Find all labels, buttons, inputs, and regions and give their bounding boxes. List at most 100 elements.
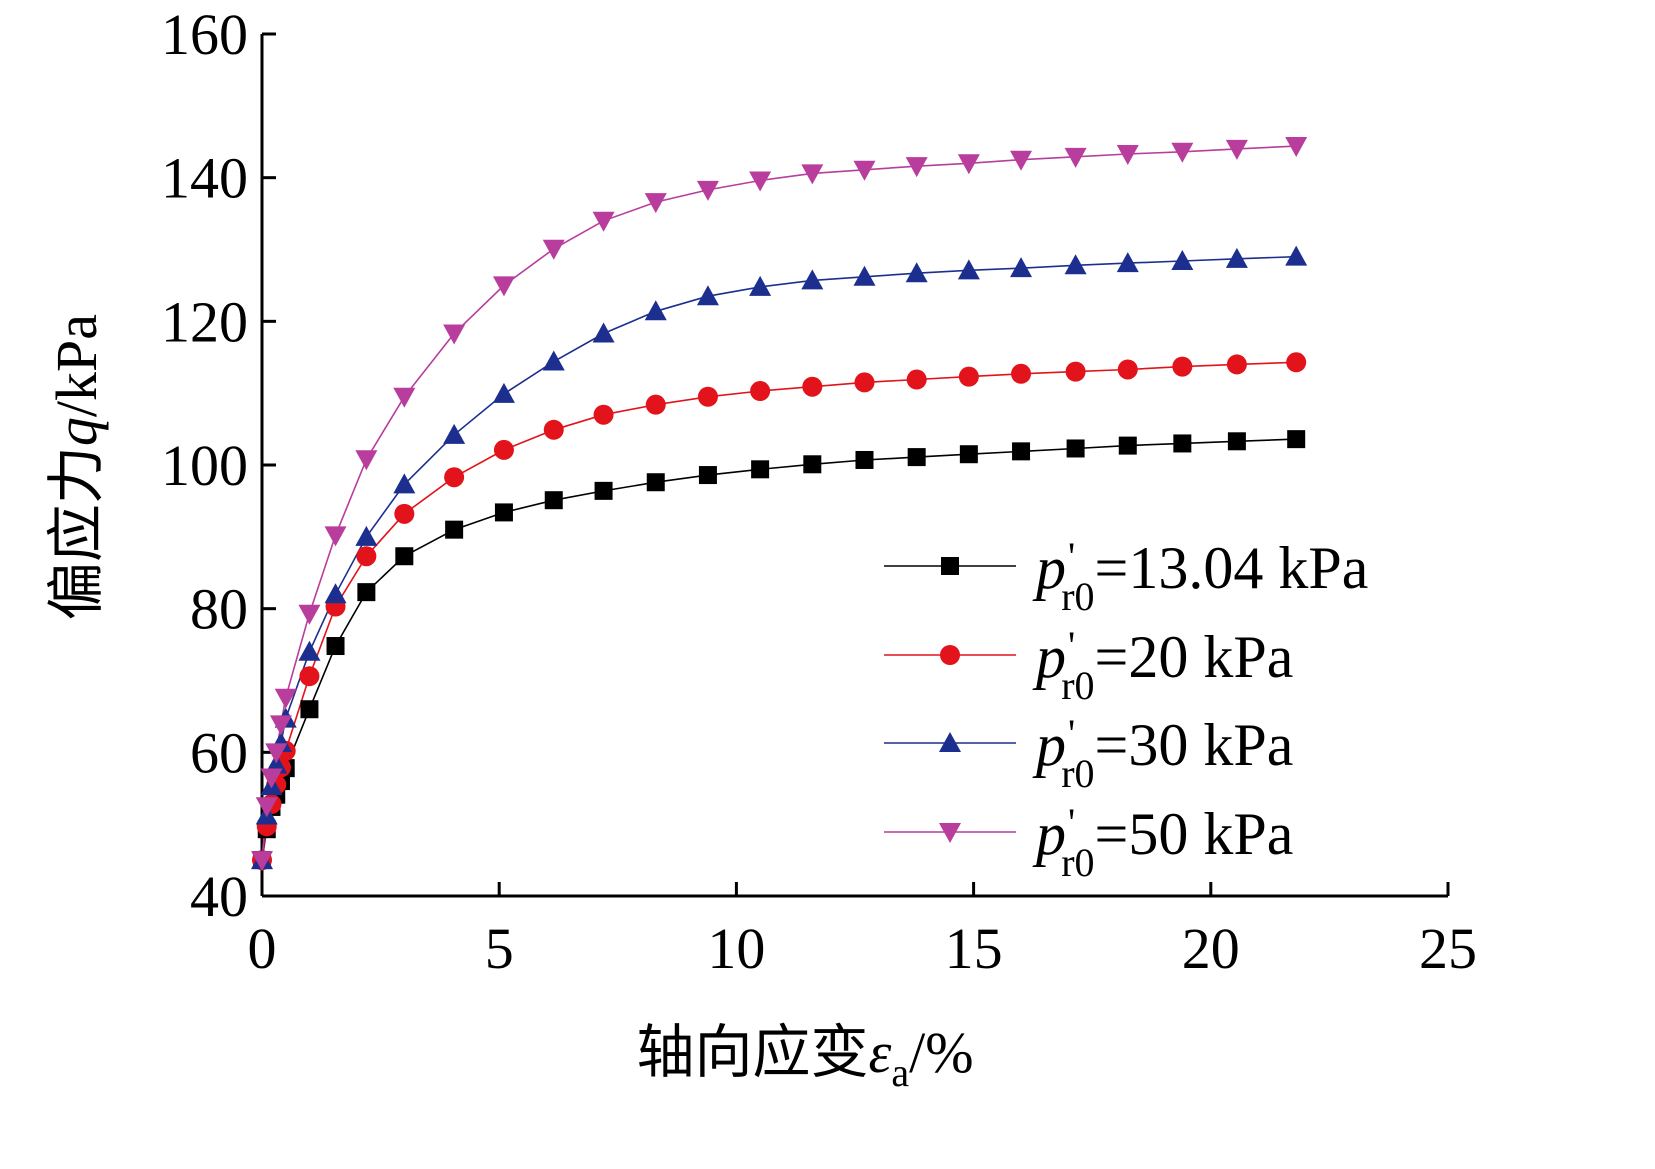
y-tick-label: 160: [161, 2, 248, 67]
data-point: [1172, 356, 1193, 377]
data-point: [298, 640, 321, 661]
data-point: [444, 467, 465, 488]
data-point: [592, 322, 615, 343]
data-point: [907, 448, 926, 467]
data-point: [802, 376, 823, 397]
data-point: [698, 466, 717, 485]
data-point: [749, 275, 772, 296]
data-point: [1285, 137, 1308, 158]
x-axis-title: 轴向应变εa/%: [636, 1018, 973, 1095]
legend-symbol: p: [1032, 535, 1066, 601]
data-point: [854, 372, 875, 393]
data-point: [492, 276, 515, 297]
legend-value: =30 kPa: [1095, 712, 1294, 778]
data-point: [644, 193, 667, 214]
x-tick-label: 25: [1419, 916, 1477, 981]
data-point: [1226, 354, 1247, 375]
legend-label: p' r0=13.04 kPa: [1032, 534, 1368, 619]
data-point: [696, 180, 719, 201]
legend-label: p' r0=20 kPa: [1032, 623, 1293, 708]
data-point: [443, 324, 466, 345]
legend-marker: [940, 645, 960, 665]
x-axis-title-suffix: /%: [909, 1020, 973, 1085]
y-tick-label: 60: [190, 720, 248, 785]
data-point: [1065, 361, 1086, 382]
data-point: [355, 450, 378, 471]
data-point: [749, 171, 772, 192]
data-point: [1287, 430, 1306, 449]
data-point: [1012, 442, 1031, 461]
data-point: [1066, 439, 1085, 458]
legend-subscript: r0: [1061, 840, 1094, 885]
data-point: [1064, 147, 1087, 168]
legend-symbol: p: [1032, 624, 1066, 690]
y-tick-label: 40: [190, 864, 248, 929]
legend-prime: ': [1068, 800, 1075, 845]
legend-value: =13.04 kPa: [1095, 535, 1369, 601]
data-point: [1116, 252, 1139, 273]
data-point: [544, 491, 563, 510]
y-axis-title-symbol: q: [44, 417, 109, 446]
legend-prime: ': [1068, 623, 1075, 668]
data-point: [1010, 150, 1033, 171]
data-point: [324, 583, 347, 604]
data-point: [1010, 257, 1033, 278]
legend-subscript: r0: [1061, 663, 1094, 708]
data-point: [493, 439, 514, 460]
data-point: [1173, 434, 1192, 453]
legend-entry-1: p' r0=13.04 kPa: [884, 534, 1368, 619]
data-point: [356, 546, 377, 567]
x-tick-label: 0: [248, 916, 277, 981]
data-point: [959, 445, 978, 464]
data-point: [355, 525, 378, 546]
legend-marker: [939, 732, 961, 752]
data-point: [1285, 245, 1308, 266]
data-point: [1225, 139, 1248, 160]
y-axis-title-suffix: /kPa: [44, 314, 109, 417]
data-point: [646, 473, 665, 492]
y-tick-label: 120: [161, 289, 248, 354]
y-tick-label: 80: [190, 577, 248, 642]
data-point: [543, 419, 564, 440]
data-point: [492, 382, 515, 403]
data-point: [696, 285, 719, 306]
data-point: [957, 154, 980, 175]
data-point: [260, 768, 283, 789]
data-point: [357, 583, 376, 602]
data-point: [393, 473, 416, 494]
data-point: [1116, 144, 1139, 165]
data-point: [853, 265, 876, 286]
data-point: [1171, 142, 1194, 163]
data-point: [697, 386, 718, 407]
ticks: 0 5 10 15 20 25 40 60 80 100 120 140 160: [161, 2, 1477, 981]
legend-marker: [941, 557, 959, 575]
data-point: [395, 547, 414, 566]
data-point: [1171, 249, 1194, 270]
legend-label: p' r0=30 kPa: [1032, 711, 1293, 796]
data-point: [855, 450, 874, 469]
data-point: [494, 503, 513, 522]
x-tick-label: 20: [1182, 916, 1240, 981]
data-point: [594, 481, 613, 500]
data-point: [443, 423, 466, 444]
data-point: [906, 369, 927, 390]
legend-label: p' r0=50 kPa: [1032, 800, 1293, 885]
data-point: [592, 211, 615, 232]
legend-prime: ': [1068, 711, 1075, 756]
y-tick-label: 140: [161, 146, 248, 211]
data-point: [751, 460, 770, 479]
data-point: [1286, 352, 1307, 373]
data-point: [801, 269, 824, 290]
legend-entry-3: p' r0=30 kPa: [884, 711, 1293, 796]
data-point: [958, 366, 979, 387]
legend-value: =50 kPa: [1095, 801, 1294, 867]
data-point: [957, 259, 980, 280]
legend-subscript: r0: [1061, 751, 1094, 796]
data-point: [269, 715, 292, 736]
legend-symbol: p: [1032, 801, 1066, 867]
legend-entry-4: p' r0=50 kPa: [884, 800, 1293, 885]
legend-symbol: p: [1032, 712, 1066, 778]
x-axis-title-subscript: a: [891, 1050, 909, 1095]
